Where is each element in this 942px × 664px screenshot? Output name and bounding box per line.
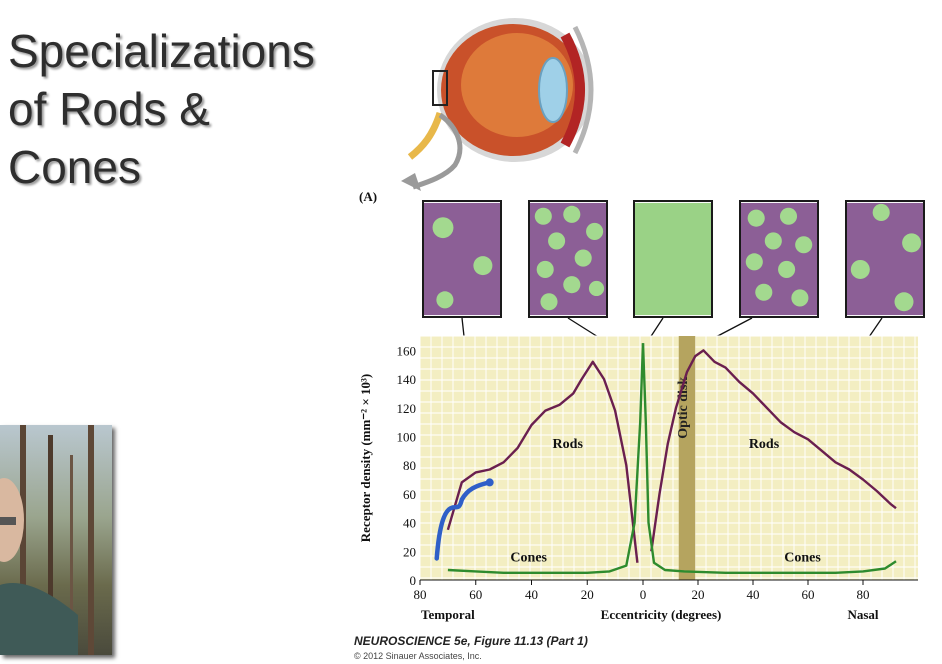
title-line-3: Cones bbox=[8, 141, 141, 193]
figure-copyright: © 2012 Sinauer Associates, Inc. bbox=[354, 651, 482, 661]
label-cones-temporal: Cones bbox=[510, 550, 547, 565]
optic-disk-band bbox=[678, 336, 696, 580]
mosaic-nasal-far bbox=[845, 200, 925, 318]
pen-annotation-dot bbox=[485, 478, 494, 487]
series-labels: Rods Rods Cones Cones bbox=[510, 437, 821, 565]
y-tick-label: 40 bbox=[403, 516, 416, 531]
mosaic-temporal-near bbox=[528, 200, 608, 318]
label-rods-nasal: Rods bbox=[749, 437, 780, 452]
title-line-1: Specializations bbox=[8, 25, 315, 77]
rods-temporal-line bbox=[446, 360, 639, 563]
mosaic-fovea bbox=[633, 200, 713, 318]
y-tick-label: 60 bbox=[403, 487, 416, 502]
mosaic-nasal-near bbox=[739, 200, 819, 318]
pen-annotation bbox=[434, 480, 492, 561]
eye-illustration bbox=[401, 18, 594, 191]
x-tick-label: 60 bbox=[469, 587, 482, 602]
title-line-2: of Rods & bbox=[8, 83, 210, 135]
x-axis-label: Eccentricity (degrees) bbox=[601, 607, 722, 622]
mosaic-temporal-far bbox=[422, 200, 502, 318]
x-tick-label: 80 bbox=[414, 587, 427, 602]
label-rods-temporal: Rods bbox=[553, 437, 584, 452]
x-side-label-temporal: Temporal bbox=[421, 607, 475, 622]
presenter-webcam bbox=[0, 425, 112, 655]
x-tick-label: 80 bbox=[857, 587, 870, 602]
x-tick-label: 60 bbox=[802, 587, 815, 602]
x-tick-label: 20 bbox=[692, 587, 705, 602]
cones-temporal-line bbox=[447, 343, 645, 575]
y-tick-label: 100 bbox=[397, 429, 417, 444]
x-tick-label: 40 bbox=[525, 587, 538, 602]
rods-nasal-line bbox=[650, 349, 897, 552]
y-axis-label: Receptor density (mm⁻² × 10³) bbox=[358, 374, 373, 542]
panel-label: (A) bbox=[359, 189, 378, 204]
x-tick-label: 20 bbox=[581, 587, 594, 602]
y-tick-label: 120 bbox=[397, 401, 417, 416]
cones-nasal-line bbox=[641, 343, 897, 575]
y-tick-label: 0 bbox=[410, 573, 417, 588]
slide-title: Specializations of Rods & Cones bbox=[8, 22, 315, 196]
x-tick-label: 0 bbox=[640, 587, 647, 602]
series-lines bbox=[446, 343, 897, 575]
y-tick-label: 140 bbox=[397, 372, 417, 387]
y-tick-label: 80 bbox=[403, 458, 416, 473]
label-cones-nasal: Cones bbox=[784, 550, 821, 565]
plot-background bbox=[420, 336, 918, 580]
x-side-label-nasal: Nasal bbox=[847, 607, 878, 622]
y-tick-label: 160 bbox=[397, 343, 417, 358]
x-tick-label: 40 bbox=[747, 587, 760, 602]
y-tick-label: 20 bbox=[403, 544, 416, 559]
figure-caption: NEUROSCIENCE 5e, Figure 11.13 (Part 1) bbox=[354, 634, 588, 648]
